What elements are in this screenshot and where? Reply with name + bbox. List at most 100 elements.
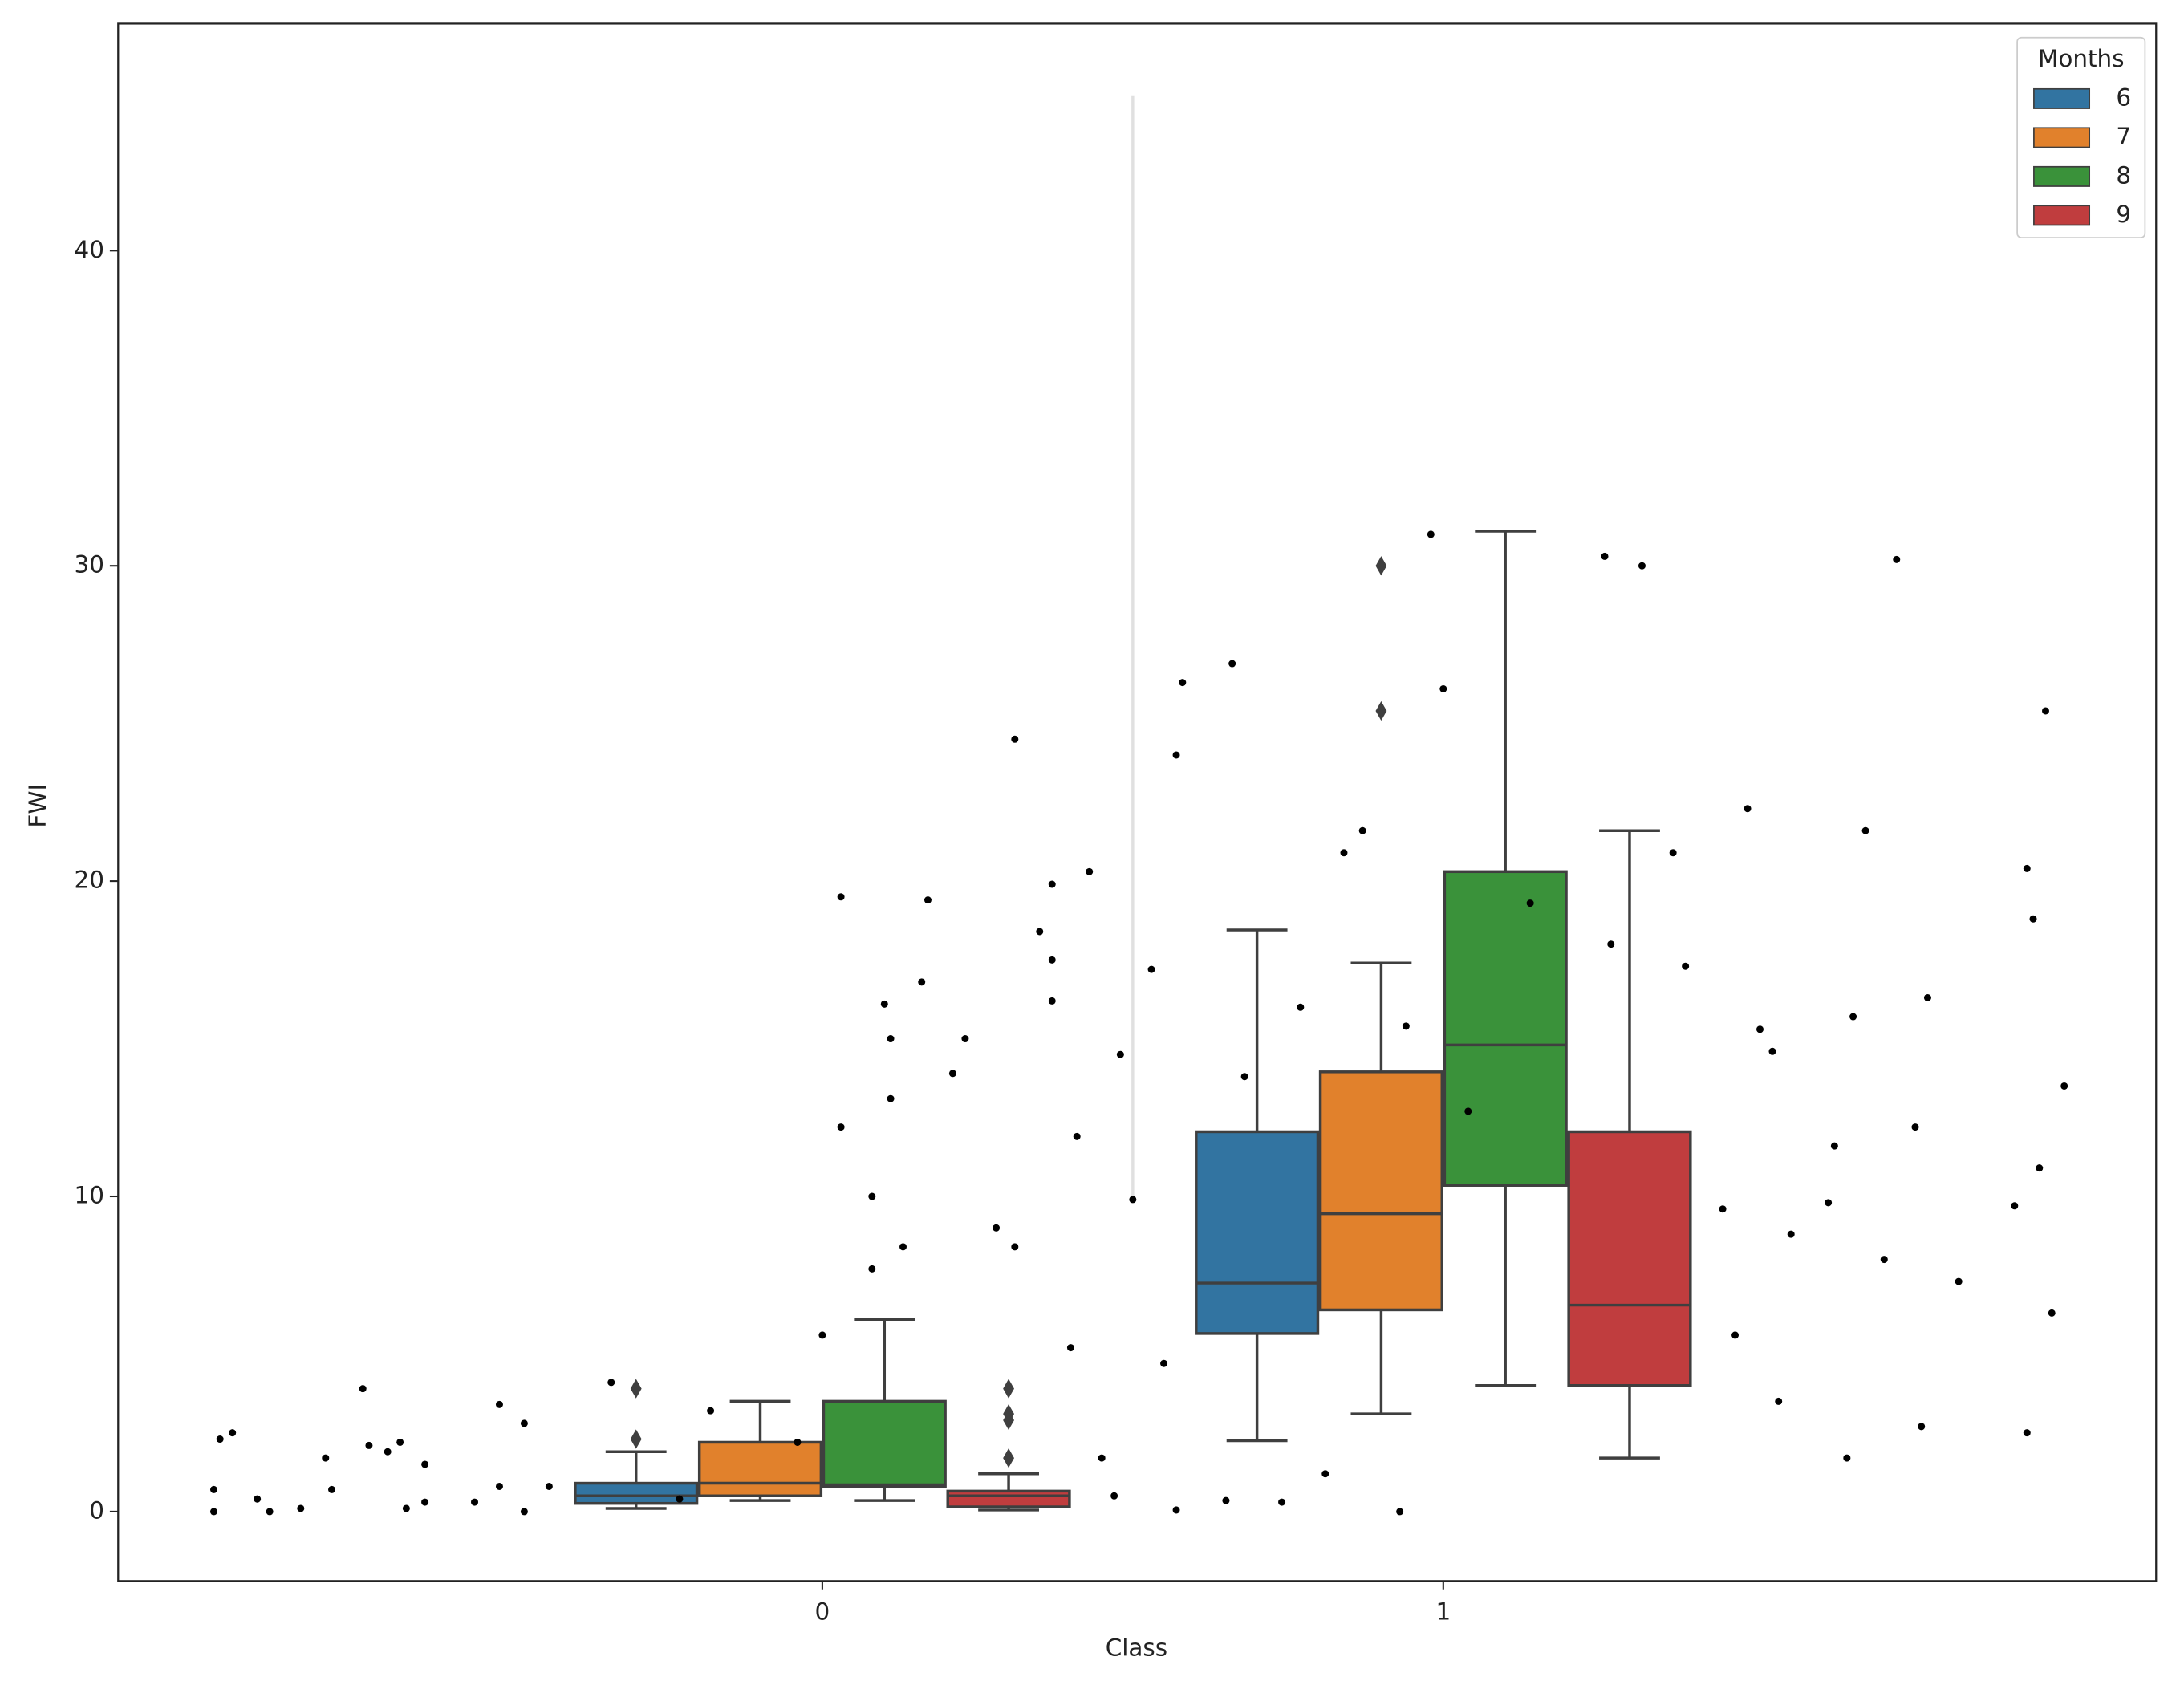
strip-point: [707, 1407, 715, 1415]
strip-point: [1911, 1123, 1919, 1131]
strip-point: [1048, 956, 1056, 964]
strip-point: [1427, 530, 1435, 538]
strip-point: [421, 1460, 429, 1468]
outlier: [630, 1429, 642, 1449]
strip-point: [1638, 562, 1646, 570]
strip-point: [887, 1094, 895, 1102]
legend-label: 9: [2116, 201, 2131, 228]
strip-point: [1601, 552, 1609, 560]
strip-point: [384, 1448, 392, 1456]
x-tick-label: 1: [1435, 1598, 1451, 1626]
strip-point: [899, 1243, 907, 1251]
strip-point: [1048, 880, 1056, 888]
strip-point: [1396, 1508, 1404, 1516]
legend-swatch: [2033, 205, 2091, 226]
box-group: [1443, 530, 1568, 1387]
outlier: [1375, 700, 1387, 721]
y-tick-label: 0: [89, 1496, 104, 1524]
y-tick-label: 10: [75, 1182, 104, 1209]
strip-point: [1172, 751, 1180, 759]
strip-point: [209, 1485, 217, 1493]
strip-point: [1036, 928, 1044, 936]
box: [697, 1440, 823, 1497]
outlier: [1003, 1410, 1014, 1431]
strip-point: [2041, 707, 2050, 715]
plot-area: [209, 95, 2068, 1516]
strip-point: [1240, 1073, 1248, 1081]
strip-point: [1830, 1142, 1838, 1150]
strip-point: [1607, 940, 1615, 948]
strip-point: [1228, 660, 1236, 668]
strip-point: [2029, 915, 2037, 923]
outlier: [1375, 556, 1387, 576]
legend-label: 8: [2116, 161, 2131, 189]
strip-point: [1340, 849, 1348, 857]
axes-frame: [117, 22, 2158, 1582]
strip-point: [1358, 826, 1366, 834]
strip-point: [1011, 1243, 1019, 1251]
strip-point: [1011, 735, 1019, 743]
strip-point: [1880, 1256, 1888, 1264]
strip-point: [328, 1485, 336, 1493]
legend-label: 6: [2116, 83, 2131, 111]
box: [1567, 1130, 1692, 1387]
strip-point: [1843, 1454, 1851, 1462]
x-axis-label: Class: [1106, 1634, 1167, 1662]
strip-point: [1893, 555, 1901, 563]
y-tick-label: 20: [75, 867, 104, 894]
strip-point: [545, 1482, 553, 1490]
box: [1318, 1070, 1443, 1312]
strip-point: [1172, 1506, 1180, 1514]
strip-point: [322, 1454, 330, 1462]
strip-point: [1073, 1132, 1081, 1140]
strip-point: [1669, 849, 1677, 857]
strip-point: [607, 1379, 615, 1387]
strip-point: [471, 1498, 479, 1506]
strip-point: [1110, 1492, 1118, 1500]
strip-point: [1098, 1454, 1106, 1462]
legend-title: Months: [2038, 45, 2125, 72]
strip-point: [1147, 965, 1155, 973]
strip-point: [1719, 1205, 1727, 1213]
strip-point: [520, 1419, 528, 1427]
strip-point: [495, 1482, 503, 1490]
strip-point: [1744, 805, 1752, 813]
strip-point: [209, 1508, 217, 1516]
strip-point: [1768, 1047, 1776, 1055]
strip-point: [297, 1504, 305, 1512]
strip-point: [1464, 1107, 1472, 1115]
box-group: [946, 1379, 1071, 1512]
x-tick-label: 0: [815, 1598, 830, 1626]
strip-point: [1402, 1022, 1410, 1030]
strip-point: [676, 1495, 684, 1503]
box-group: [1567, 829, 1692, 1460]
legend-swatch: [2033, 87, 2091, 109]
legend-label: 7: [2116, 123, 2131, 150]
strip-point: [2036, 1164, 2044, 1172]
strip-point: [924, 896, 932, 904]
box: [1443, 870, 1568, 1187]
strip-point: [1160, 1359, 1168, 1367]
strip-point: [1129, 1196, 1137, 1204]
strip-point: [1682, 962, 1690, 970]
box: [822, 1399, 947, 1488]
strip-point: [216, 1435, 224, 1443]
strip-point: [837, 893, 845, 901]
box-group: [574, 1379, 699, 1510]
y-tick-label: 30: [75, 551, 104, 579]
strip-point: [961, 1035, 969, 1043]
strip-point: [1775, 1397, 1783, 1405]
strip-point: [993, 1224, 1001, 1232]
strip-point: [1066, 1344, 1074, 1352]
strip-point: [2048, 1309, 2056, 1317]
strip-point: [2023, 864, 2031, 872]
strip-point: [359, 1385, 367, 1393]
strip-point: [2060, 1082, 2068, 1090]
strip-point: [948, 1070, 956, 1078]
strip-point: [365, 1441, 373, 1449]
strip-point: [266, 1508, 274, 1516]
strip-point: [1918, 1423, 1926, 1431]
strip-point: [880, 1000, 888, 1008]
strip-point: [254, 1495, 262, 1503]
